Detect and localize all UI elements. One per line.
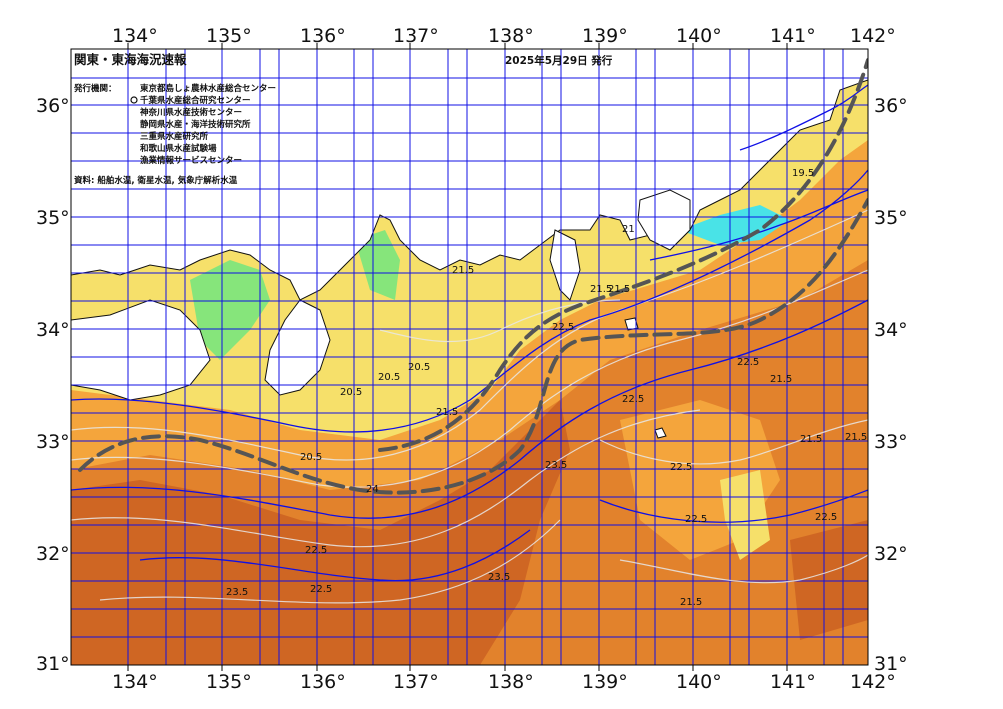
land-oshima (624, 317, 639, 331)
contour-label: 22.5 (552, 322, 574, 333)
contour-label: 22.5 (622, 394, 644, 405)
contour-label: 20.5 (300, 452, 322, 463)
land-miyake (654, 427, 667, 439)
cool-water-ise (355, 230, 400, 300)
contour-label: 22.5 (305, 545, 327, 556)
lon-label-top: 134° (112, 25, 158, 47)
map-area (71, 49, 868, 665)
lon-label-top: 142° (850, 25, 896, 47)
contour-label: 19.5 (792, 168, 814, 179)
land-boso (637, 189, 691, 251)
contour-label: 23.5 (545, 460, 567, 471)
map-title: 関東・東海海況速報 (74, 52, 187, 67)
contour-label: 20.5 (408, 362, 430, 373)
lon-label-top: 136° (300, 25, 346, 47)
issuer-marker-icon (130, 96, 138, 104)
contour-label: 22.5 (685, 514, 707, 525)
lat-label-right: 32° (874, 543, 908, 565)
lat-label-left: 34° (36, 319, 70, 341)
contour-label: 20.5 (340, 387, 362, 398)
contour-value-labels: 21.5 22.5 21.5 20.5 20.5 20.5 21.5 22.5 … (226, 168, 867, 608)
latitude-labels-right: 36° 35° 34° 33° 32° 31° (874, 95, 908, 675)
contour-label: 22.5 (737, 357, 759, 368)
latitude-labels-left: 36° 35° 34° 33° 32° 31° (36, 95, 70, 675)
contour-label: 22.5 (670, 462, 692, 473)
issuers-label: 発行機関： (73, 83, 117, 94)
lon-label-bottom: 140° (676, 671, 722, 693)
land-shikoku (71, 299, 211, 401)
lat-label-left: 32° (36, 543, 70, 565)
contour-label: 21.5 (770, 374, 792, 385)
cold-water-boso (680, 205, 790, 245)
issuer-item: 三重県水産研究所 (140, 131, 209, 142)
contour-label: 21 (622, 224, 635, 235)
contour-label: 21.5 (800, 434, 822, 445)
contour-label: 24 (366, 484, 379, 495)
contour-label: 23.5 (488, 572, 510, 583)
lat-label-right: 31° (874, 653, 908, 675)
materials-note: 資料: 船舶水温, 衛星水温, 気象庁解析水温 (73, 175, 238, 186)
hottest-water-region-east (790, 520, 868, 640)
lon-label-top: 141° (770, 25, 816, 47)
kuroshio-axis (78, 58, 868, 495)
lon-label-bottom: 142° (850, 671, 896, 693)
contour-label: 23.5 (226, 587, 248, 598)
cool-water-coastal (190, 260, 270, 360)
contour-label: 20.5 (378, 372, 400, 383)
issue-date: 2025年5月29日 発行 (505, 54, 613, 67)
contour-label: 21.5 (680, 597, 702, 608)
lon-label-top: 137° (393, 25, 439, 47)
isotherm-contours-blue (71, 84, 868, 582)
issuer-item: 静岡県水産・海洋技術研究所 (140, 119, 251, 130)
longitude-labels-top: 134° 135° 136° 137° 138° 139° 140° 141° … (112, 25, 896, 47)
lon-label-top: 135° (206, 25, 252, 47)
isotherm-contours (71, 209, 868, 604)
lon-label-bottom: 139° (582, 671, 628, 693)
lon-label-top: 140° (676, 25, 722, 47)
issuer-item: 漁業情報サービスセンター (140, 155, 242, 166)
issuer-item: 和歌山県水産試験場 (140, 143, 217, 154)
contour-label: 22.5 (815, 512, 837, 523)
contour-label: 21.5 (608, 284, 630, 295)
issuer-item: 東京都島しょ農林水産総合センター (140, 83, 276, 94)
map-border (70, 48, 869, 666)
issuer-item: 千葉県水産総合研究センター (140, 95, 251, 106)
longitude-labels-bottom: 134° 135° 136° 137° 138° 139° 140° 141° … (112, 671, 896, 693)
lon-label-bottom: 137° (393, 671, 439, 693)
lat-label-left: 33° (36, 431, 70, 453)
contour-label: 21.5 (590, 284, 612, 295)
lat-label-right: 35° (874, 207, 908, 229)
lon-label-bottom: 134° (112, 671, 158, 693)
lat-label-left: 31° (36, 653, 70, 675)
lon-label-top: 138° (488, 25, 534, 47)
lon-label-bottom: 138° (488, 671, 534, 693)
lat-label-right: 34° (874, 319, 908, 341)
lat-label-right: 36° (874, 95, 908, 117)
contour-label: 22.5 (310, 584, 332, 595)
lat-label-left: 35° (36, 207, 70, 229)
lon-label-bottom: 141° (770, 671, 816, 693)
land-izu (549, 229, 581, 301)
land-kii (264, 299, 331, 396)
issuer-item: 神奈川県水産技術センター (140, 107, 242, 118)
mild-patch-east (720, 470, 770, 560)
contour-label: 21.5 (452, 265, 474, 276)
lon-label-bottom: 135° (206, 671, 252, 693)
issuer-block: 発行機関： 東京都島しょ農林水産総合センター 千葉県水産総合研究センター 神奈川… (73, 83, 276, 186)
contour-label: 21.5 (436, 407, 458, 418)
contour-label: 21.5 (845, 432, 867, 443)
lat-label-right: 33° (874, 431, 908, 453)
axis-ticks (127, 43, 788, 671)
lon-label-bottom: 136° (300, 671, 346, 693)
hottest-water-region (71, 400, 570, 665)
lon-label-top: 139° (582, 25, 628, 47)
lat-label-left: 36° (36, 95, 70, 117)
